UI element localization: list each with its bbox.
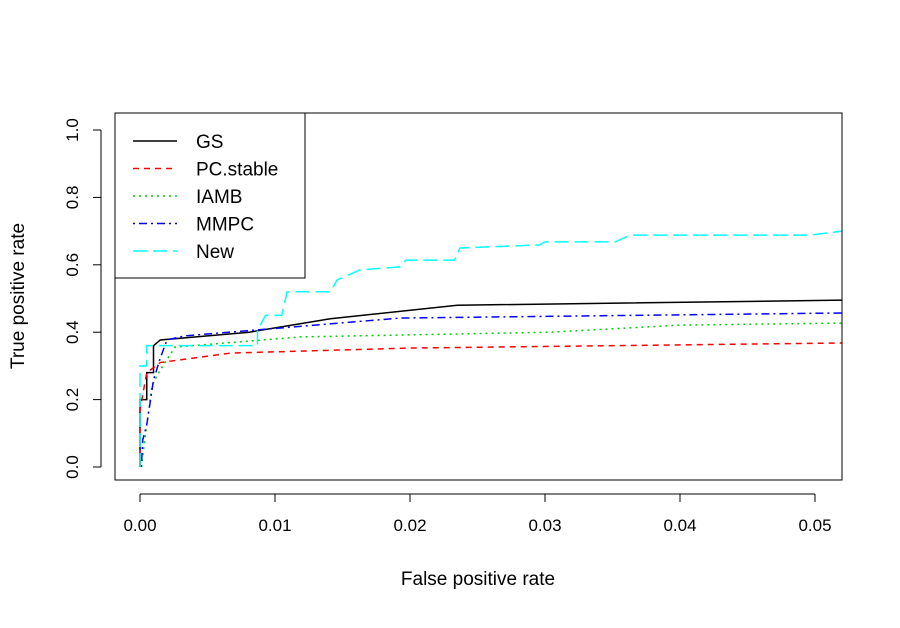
legend-label: PC.stable (196, 160, 278, 181)
legend: GS PC.stable IAMB MMPC New (114, 112, 306, 279)
y-axis-label: True positive rate (8, 223, 29, 369)
x-tick-label: 0.03 (528, 516, 561, 535)
series-line-new (139, 230, 842, 467)
legend-label: GS (196, 132, 223, 153)
legend-label: New (196, 242, 234, 263)
legend-label: IAMB (196, 187, 242, 208)
y-axis: 0.0 0.2 0.4 0.6 0.8 1.0 (63, 118, 102, 479)
legend-label: MMPC (196, 215, 254, 236)
plot-frame (114, 112, 843, 481)
x-tick-label: 0.04 (663, 516, 696, 535)
series-layer (139, 230, 842, 468)
y-tick-label: 0.8 (63, 186, 82, 210)
x-axis-label: False positive rate (401, 569, 555, 590)
y-tick-label: 0.6 (63, 253, 82, 277)
series-line-pc-stable (139, 342, 842, 467)
series-line-iamb (140, 322, 842, 468)
series-line-gs (139, 299, 842, 467)
y-tick-label: 0.0 (63, 455, 82, 479)
x-tick-label: 0.02 (393, 516, 426, 535)
y-tick-label: 0.4 (63, 320, 82, 344)
x-tick-label: 0.01 (258, 516, 291, 535)
y-tick-label: 1.0 (63, 118, 82, 142)
x-tick-label: 0.05 (798, 516, 831, 535)
series-line-mmpc (140, 312, 842, 468)
x-axis: 0.00 0.01 0.02 0.03 0.04 0.05 (123, 493, 832, 535)
x-tick-label: 0.00 (123, 516, 156, 535)
y-tick-label: 0.2 (63, 388, 82, 412)
